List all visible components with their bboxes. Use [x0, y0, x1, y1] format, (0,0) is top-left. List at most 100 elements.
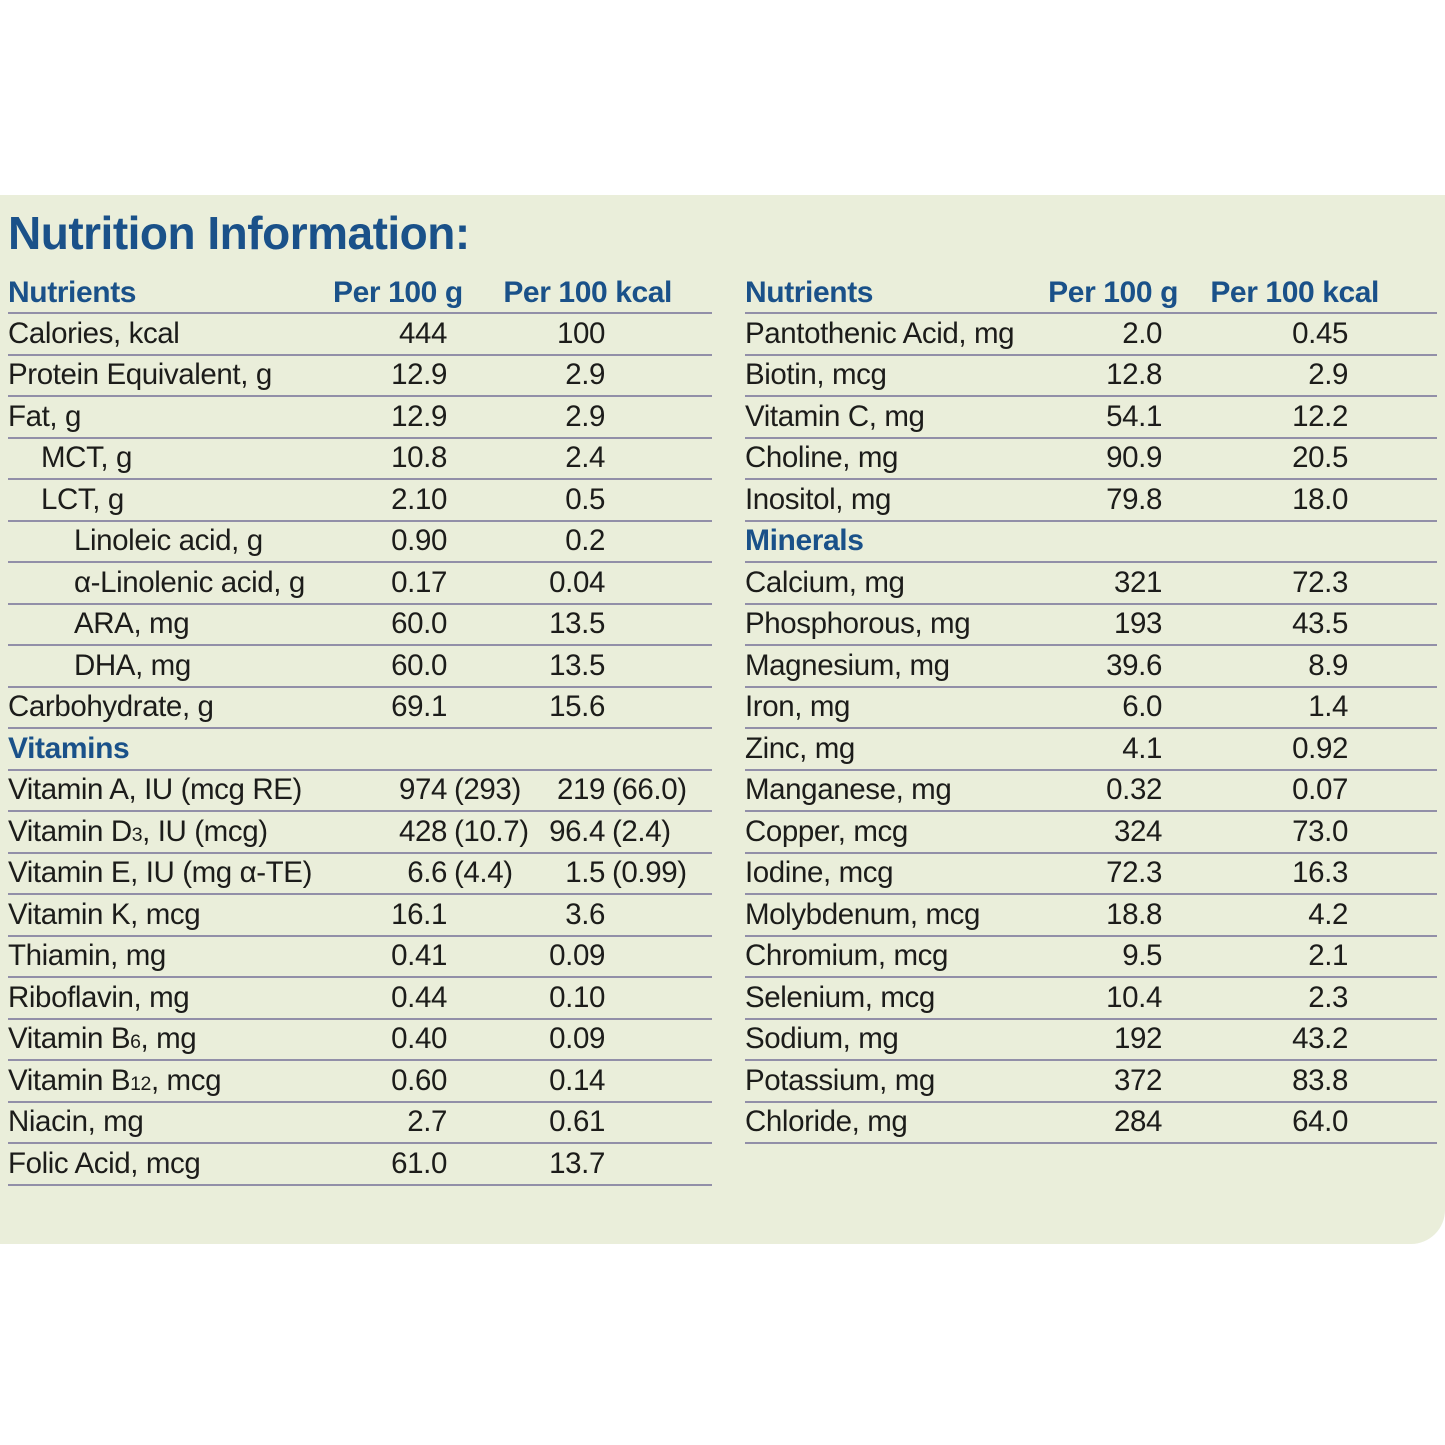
value-per-100kcal: 0.09	[463, 935, 712, 978]
value-per-100g: 61.0	[333, 1143, 463, 1186]
table-row: Molybdenum, mcg 18.8 4.2	[745, 894, 1437, 937]
table-row: Iodine, mcg 72.3 16.3	[745, 852, 1437, 895]
nutrient-label: Vitamin K, mcg	[8, 894, 333, 937]
value-per-100kcal: 0.10	[463, 977, 712, 1020]
table-body-left: Calories, kcal 444 100 Protein Equivalent, …	[8, 313, 712, 1186]
table-row: Magnesium, mg 39.6 8.9	[745, 645, 1437, 688]
table-row: Vitamin C, mg 54.1 12.2	[745, 396, 1437, 439]
nutrient-label: Chloride, mg	[745, 1101, 1045, 1144]
value-per-100g: 10.4	[1045, 977, 1180, 1020]
value-per-100g: 6.0	[1045, 686, 1180, 729]
nutrient-label: Vitamin E, IU (mg α-TE)	[8, 852, 333, 895]
value-per-100kcal: 15.6	[463, 686, 712, 729]
nutrient-label: Selenium, mcg	[745, 977, 1045, 1020]
column-header-per-100g: Per 100 g	[333, 273, 463, 314]
table-row: Vitamin E, IU (mg α-TE) 6.6 (4.4) 1.5 (0.99)	[8, 852, 712, 895]
value-per-100g: 2.10	[333, 479, 463, 522]
value-per-100kcal: 20.5	[1180, 437, 1437, 480]
value-per-100g: 372	[1045, 1060, 1180, 1103]
table-row: Carbohydrate, g 69.1 15.6	[8, 686, 712, 729]
nutrient-label: MCT, g	[8, 437, 333, 480]
table-row: Phosphorous, mg 193 43.5	[745, 603, 1437, 646]
nutrient-label: Calcium, mg	[745, 562, 1045, 605]
value-per-100kcal: 0.2	[463, 520, 712, 563]
value-per-100g: 2.0	[1045, 313, 1180, 356]
value-per-100g: 0.90	[333, 520, 463, 563]
nutrient-label: Riboflavin, mg	[8, 977, 333, 1020]
nutrient-label: Potassium, mg	[745, 1060, 1045, 1103]
subscript: 3	[131, 823, 143, 846]
table-row: Potassium, mg 372 83.8	[745, 1060, 1437, 1103]
table-row: Chromium, mcg 9.5 2.1	[745, 935, 1437, 978]
table-row: Sodium, mg 192 43.2	[745, 1018, 1437, 1061]
nutrient-label: Pantothenic Acid, mg	[745, 313, 1045, 356]
value-per-100g: 2.7	[333, 1101, 463, 1144]
page-title: Nutrition Information:	[8, 207, 470, 259]
value-per-100g: 60.0	[333, 603, 463, 646]
table-row: Pantothenic Acid, mg 2.0 0.45	[745, 313, 1437, 356]
table-row: ARA, mg 60.0 13.5	[8, 603, 712, 646]
table-row: Vitamin K, mcg 16.1 3.6	[8, 894, 712, 937]
value-parenthetical: (66.0)	[612, 773, 687, 807]
value-per-100kcal: 219 (66.0)	[463, 769, 712, 812]
value-per-100g: 16.1	[333, 894, 463, 937]
value-per-100kcal: 2.4	[463, 437, 712, 480]
nutrient-label: Fat, g	[8, 396, 333, 439]
table-row: Protein Equivalent, g 12.9 2.9	[8, 354, 712, 397]
table-row: Biotin, mcg 12.8 2.9	[745, 354, 1437, 397]
table-row: DHA, mg 60.0 13.5	[8, 645, 712, 688]
tables-container: Nutrients Per 100 g Per 100 kcal Calorie…	[8, 273, 1445, 1186]
value-per-100kcal: 0.5	[463, 479, 712, 522]
nutrient-label: Chromium, mcg	[745, 935, 1045, 978]
value-per-100g: 39.6	[1045, 645, 1180, 688]
nutrient-label: Vitamin B6, mg	[8, 1018, 333, 1061]
nutrient-label: Zinc, mg	[745, 728, 1045, 771]
table-row: α-Linolenic acid, g 0.17 0.04	[8, 562, 712, 605]
column-header-per-100kcal: Per 100 kcal	[1180, 273, 1437, 314]
value-per-100kcal: 0.04	[463, 562, 712, 605]
nutrient-label: DHA, mg	[8, 645, 333, 688]
table-row: Vitamin B12, mcg 0.60 0.14	[8, 1060, 712, 1103]
value-per-100kcal: 13.5	[463, 603, 712, 646]
value-per-100g: 974 (293)	[333, 769, 521, 812]
value-per-100g: 12.8	[1045, 354, 1180, 397]
table-row: Vitamin D3, IU (mcg) 428 (10.7) 96.4 (2.4)	[8, 811, 712, 854]
nutrient-label: Iron, mg	[745, 686, 1045, 729]
subscript: 6	[130, 1031, 141, 1054]
value-per-100g: 0.60	[333, 1060, 463, 1103]
table-row: MCT, g 10.8 2.4	[8, 437, 712, 480]
value-per-100kcal: 73.0	[1180, 811, 1437, 854]
table-row: Vitamin A, IU (mcg RE) 974 (293) 219 (66.0)	[8, 769, 712, 812]
table-row: Iron, mg 6.0 1.4	[745, 686, 1437, 729]
value-per-100g: 60.0	[333, 645, 463, 688]
table-row: Inositol, mg 79.8 18.0	[745, 479, 1437, 522]
value-per-100kcal: 3.6	[463, 894, 712, 937]
value-per-100kcal: 96.4 (2.4)	[463, 811, 712, 854]
value-per-100g: 54.1	[1045, 396, 1180, 439]
table-row: Selenium, mcg 10.4 2.3	[745, 977, 1437, 1020]
table-row: Chloride, mg 284 64.0	[745, 1101, 1437, 1144]
nutrient-label: Sodium, mg	[745, 1018, 1045, 1061]
section-header: Minerals	[745, 520, 1437, 563]
header-row: Nutrients Per 100 g Per 100 kcal	[745, 273, 1437, 314]
nutrient-label: Folic Acid, mcg	[8, 1143, 333, 1186]
table-row: Fat, g 12.9 2.9	[8, 396, 712, 439]
nutrient-label: Vitamin A, IU (mcg RE)	[8, 769, 333, 812]
value-per-100g: 69.1	[333, 686, 463, 729]
value-per-100g: 6.6 (4.4)	[333, 852, 513, 895]
value-per-100g: 0.40	[333, 1018, 463, 1061]
nutrient-label: Linoleic acid, g	[8, 520, 333, 563]
value-per-100kcal: 0.09	[463, 1018, 712, 1061]
section-row: Vitamins	[8, 728, 712, 771]
section-row: Minerals	[745, 520, 1437, 563]
value-per-100g: 0.44	[333, 977, 463, 1020]
value-per-100kcal: 13.5	[463, 645, 712, 688]
nutrient-label: Calories, kcal	[8, 313, 333, 356]
value-per-100g: 284	[1045, 1101, 1180, 1144]
value-per-100kcal: 18.0	[1180, 479, 1437, 522]
nutrient-label: Copper, mcg	[745, 811, 1045, 854]
nutrition-table-right: Nutrients Per 100 g Per 100 kcal Pantoth…	[745, 273, 1437, 1144]
value-per-100g: 4.1	[1045, 728, 1180, 771]
value-per-100g: 0.32	[1045, 769, 1180, 812]
value-per-100g: 72.3	[1045, 852, 1180, 895]
